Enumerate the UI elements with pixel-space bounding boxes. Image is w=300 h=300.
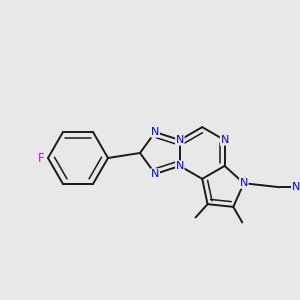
- Text: N: N: [220, 135, 229, 145]
- Text: N: N: [176, 135, 184, 145]
- Text: N: N: [176, 161, 184, 171]
- Text: F: F: [38, 152, 44, 164]
- Text: N: N: [151, 169, 159, 179]
- Text: N: N: [151, 127, 159, 137]
- Text: N: N: [240, 178, 248, 188]
- Text: N: N: [292, 182, 300, 192]
